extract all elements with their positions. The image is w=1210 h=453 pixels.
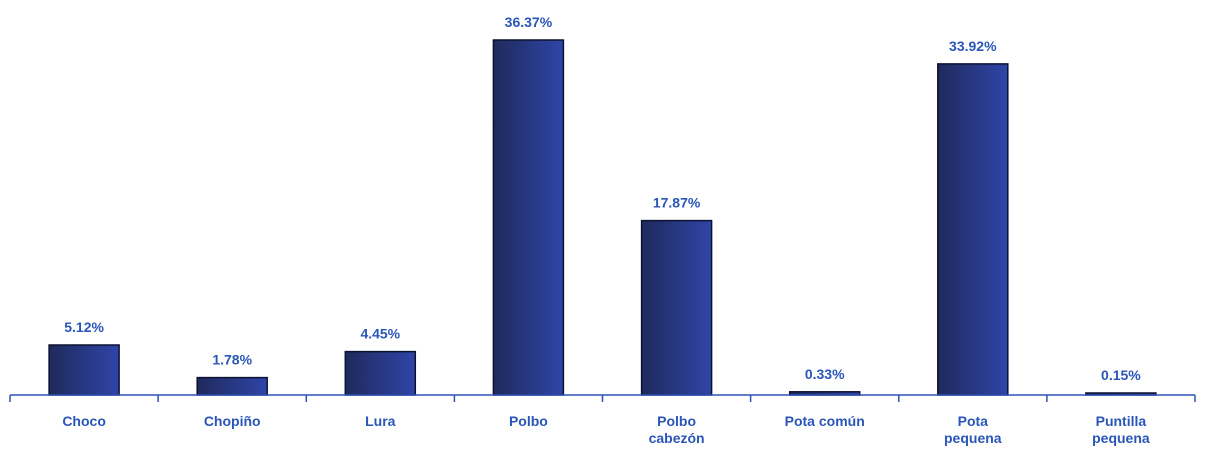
data-label: 5.12% xyxy=(64,319,104,335)
tick-label: Polbo xyxy=(509,413,548,429)
data-label: 4.45% xyxy=(360,326,400,342)
data-label: 1.78% xyxy=(212,352,252,368)
data-label: 33.92% xyxy=(949,38,997,54)
x-axis xyxy=(9,394,1196,402)
bar-lura xyxy=(344,350,417,396)
bars-layer xyxy=(48,39,1157,396)
tick-label: Puntilla pequena xyxy=(1092,413,1150,446)
bar-polbo-cabezón xyxy=(640,219,713,396)
tick-label: Pota pequena xyxy=(944,413,1002,446)
tick-label: Lura xyxy=(365,413,396,429)
tick-label: Pota común xyxy=(785,413,865,429)
bar-polbo xyxy=(492,39,565,396)
tick-label: Chopiño xyxy=(204,413,261,429)
bar-pota-pequena xyxy=(937,63,1009,396)
data-label: 17.87% xyxy=(653,195,701,211)
data-labels-layer: 5.12% 1.78% 4.45% 36.37% 17.87% 0.33% 33.92% 0.… xyxy=(64,14,1141,383)
data-label: 0.33% xyxy=(805,366,845,382)
bar-choco xyxy=(48,344,120,396)
tick-labels-layer: Choco Chopiño Lura Polbo Polbo cabezón Pota co… xyxy=(62,413,1150,446)
data-label: 0.15% xyxy=(1101,367,1141,383)
tick-label: Choco xyxy=(62,413,106,429)
tick-label: Polbo cabezón xyxy=(649,413,705,446)
bar-chopiño xyxy=(196,376,268,396)
data-label: 36.37% xyxy=(505,14,553,30)
